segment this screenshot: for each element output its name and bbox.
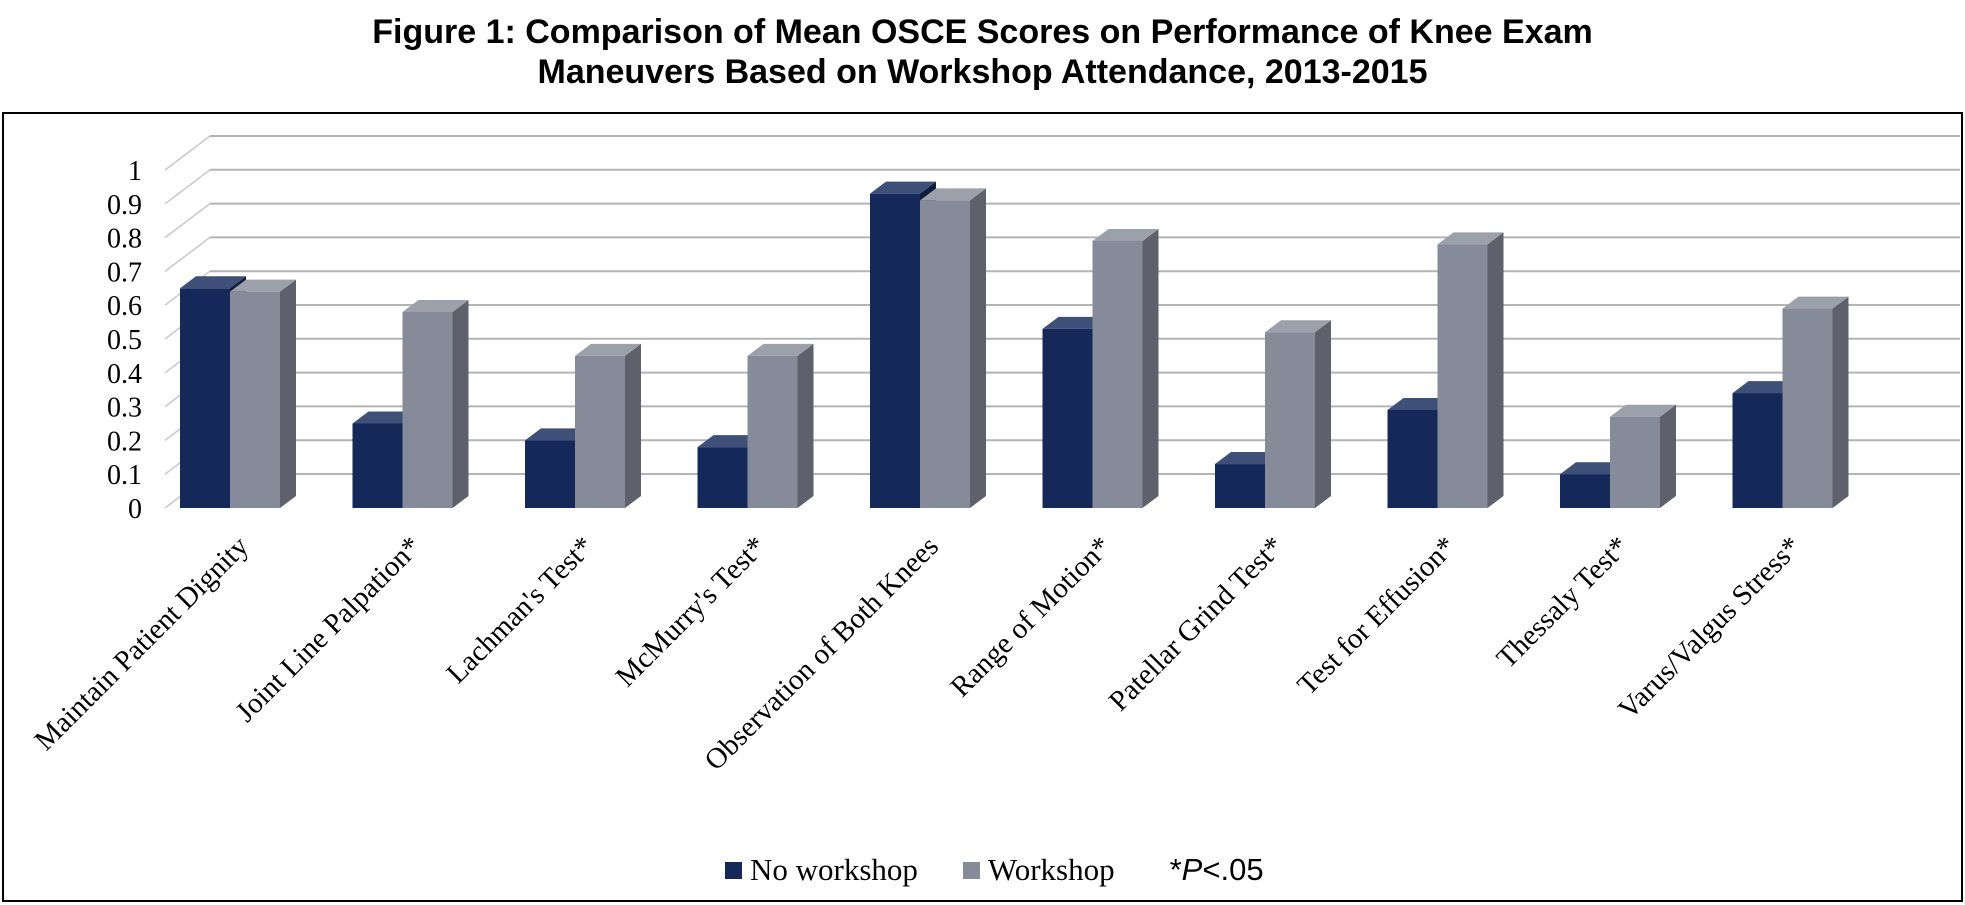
bar-side [452, 299, 469, 508]
bar-top [352, 411, 419, 424]
bar [1560, 474, 1610, 508]
bar-top [402, 299, 469, 312]
bar [180, 288, 230, 508]
bar-side [625, 343, 641, 508]
bar [525, 440, 575, 508]
bar [920, 200, 970, 509]
chart-title-line-1: Figure 1: Comparison of Mean OSCE Scores… [372, 13, 1593, 51]
bar [402, 311, 453, 508]
y-tick-label: 0.8 [107, 224, 142, 255]
x-tick-label: Test for Effusion* [1291, 530, 1462, 701]
bar [1215, 464, 1265, 508]
bar-top [870, 181, 936, 194]
bar-top [920, 188, 986, 201]
bar-side [1487, 232, 1504, 509]
bar-top [1265, 320, 1331, 333]
x-tick-label: Joint Line Palpation* [229, 530, 427, 728]
gridline-diagonal [164, 135, 211, 171]
legend-item-no-workshop: No workshop [725, 852, 918, 888]
bar [697, 447, 748, 508]
chart-frame [2, 112, 1963, 902]
bar [1042, 328, 1093, 508]
bar [1437, 244, 1488, 509]
chart-title: Figure 1: Comparison of Mean OSCE Scores… [0, 12, 1965, 92]
y-tick-label: 0.9 [107, 190, 142, 221]
y-tick-label: 0.4 [107, 359, 142, 390]
x-tick-label: Maintain Patient Dignity [28, 530, 255, 757]
x-tick-label: Range of Motion* [944, 530, 1117, 703]
y-tick-label: 0.3 [107, 393, 142, 424]
bar-top [1437, 232, 1504, 245]
bar [230, 291, 280, 508]
significance-note-prefix: * [1169, 852, 1182, 887]
bar-side [1660, 404, 1676, 508]
bar [1782, 308, 1833, 508]
x-tick-label: Thessaly Test* [1491, 530, 1635, 674]
x-tick-label: Varus/Valgus Stress* [1612, 530, 1807, 725]
bar-top [1092, 228, 1159, 241]
bar-top [697, 435, 764, 448]
bar-side [1315, 320, 1331, 508]
bar-side [280, 279, 296, 508]
bar-top [1042, 316, 1109, 329]
bar [1387, 409, 1438, 508]
gridline-diagonal [164, 203, 211, 239]
x-tick-label: Patellar Grind Test* [1103, 530, 1290, 717]
bar-side [1832, 296, 1849, 508]
gridline-diagonal [164, 169, 211, 205]
y-tick-label: 0.7 [107, 257, 142, 288]
bar [870, 193, 920, 508]
significance-note-p: P [1181, 852, 1203, 887]
chart-legend: No workshop Workshop *P<.05 [725, 852, 1264, 888]
bar-top [575, 343, 641, 356]
bar-top [525, 428, 591, 441]
y-tick-label: 0.6 [107, 291, 142, 322]
bar-side [797, 343, 814, 508]
bar [575, 355, 625, 508]
legend-swatch-workshop [962, 861, 980, 879]
bar [1092, 240, 1143, 509]
legend-label-workshop: Workshop [987, 852, 1115, 887]
bar-top [1560, 462, 1626, 475]
legend-label-no-workshop: No workshop [750, 852, 918, 887]
chart-title-line-2: Maneuvers Based on Workshop Attendance, … [537, 53, 1428, 91]
bar [352, 423, 403, 508]
x-tick-label: Lachman's Test* [440, 530, 599, 689]
bar-top [1387, 397, 1454, 410]
legend-item-workshop: Workshop [962, 852, 1115, 888]
y-tick-label: 0.5 [107, 325, 142, 356]
y-tick-label: 0 [128, 494, 142, 525]
bar-top [1610, 404, 1676, 417]
bar-side [1142, 228, 1159, 509]
bar [1610, 416, 1660, 508]
significance-note: *P<.05 [1170, 852, 1264, 888]
y-tick-label: 1 [128, 156, 142, 187]
bar-top [180, 276, 246, 289]
y-tick-label: 0.1 [107, 460, 142, 491]
legend-swatch-no-workshop [725, 861, 742, 879]
bar-top [1782, 296, 1849, 309]
bar-top [1732, 381, 1799, 394]
x-tick-label: McMurry's Test* [610, 530, 773, 693]
bar-top [230, 279, 296, 292]
bar-side [970, 188, 986, 509]
significance-note-suffix: <.05 [1202, 852, 1264, 887]
bar-top [747, 343, 814, 356]
bar-top [1215, 452, 1281, 465]
bar [1265, 332, 1315, 508]
bar [747, 355, 798, 508]
bar [1732, 393, 1783, 508]
gridline-diagonal [164, 236, 211, 272]
y-tick-label: 0.2 [107, 426, 142, 457]
